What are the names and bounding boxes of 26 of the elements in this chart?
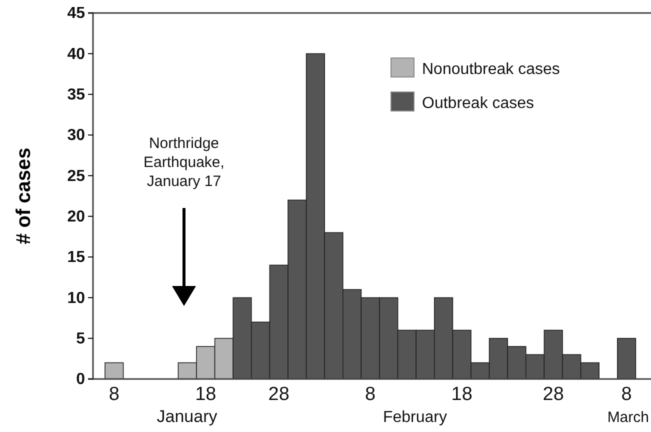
legend-label: Nonoutbreak cases bbox=[422, 61, 560, 78]
y-tick-label: 40 bbox=[67, 46, 86, 63]
text: March bbox=[607, 409, 649, 426]
y-axis-title: # of cases bbox=[13, 148, 35, 244]
y-tick-label: 20 bbox=[67, 208, 86, 226]
x-tick-label: 8 bbox=[365, 384, 376, 405]
legend-label: Outbreak cases bbox=[422, 95, 534, 112]
y-tick-label: 15 bbox=[67, 249, 86, 266]
y-tick-label: 35 bbox=[67, 86, 86, 104]
bar bbox=[617, 338, 636, 380]
x-tick-label: 18 bbox=[451, 384, 472, 405]
y-tick-label: 30 bbox=[67, 127, 86, 144]
x-tick-label: 18 bbox=[195, 384, 216, 405]
text: January bbox=[156, 407, 218, 426]
y-tick-label: 10 bbox=[67, 290, 86, 307]
x-tick-label: 28 bbox=[268, 384, 290, 405]
text: February bbox=[382, 409, 448, 426]
y-tick-label: 0 bbox=[76, 371, 86, 388]
x-tick-label: 8 bbox=[108, 384, 120, 405]
y-tick-label: 45 bbox=[67, 5, 86, 22]
y-tick-label: 25 bbox=[67, 168, 86, 185]
annotation: Northridge Earthquake, January 17 bbox=[144, 135, 224, 190]
x-tick-label: 8 bbox=[621, 384, 632, 405]
y-tick-label: 5 bbox=[76, 330, 86, 348]
bar bbox=[104, 362, 124, 380]
x-tick-label: 28 bbox=[542, 384, 564, 405]
